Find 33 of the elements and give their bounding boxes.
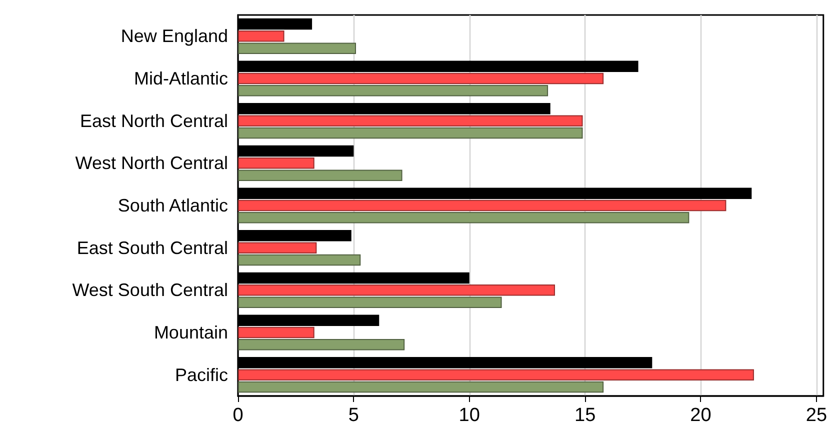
- bar: [238, 284, 555, 296]
- bar: [238, 30, 284, 42]
- y-tick-label: West South Central: [72, 280, 228, 300]
- y-tick-label: Mid-Atlantic: [134, 68, 228, 88]
- y-tick-label: East South Central: [76, 238, 228, 258]
- y-tick-label: West North Central: [75, 153, 228, 174]
- bar: [238, 242, 317, 254]
- bar: [238, 170, 402, 181]
- bar: [238, 72, 604, 84]
- bar: [238, 369, 754, 380]
- x-tick-label: 0: [232, 405, 244, 426]
- bar: [238, 381, 604, 393]
- y-tick-label: Mountain: [154, 322, 228, 342]
- y-tick-label: East North Central: [80, 110, 228, 131]
- bar: [238, 212, 690, 224]
- bar: [238, 127, 583, 139]
- bar: [238, 85, 548, 96]
- x-tick-label: 10: [458, 405, 480, 426]
- x-tick-label: 20: [690, 405, 712, 426]
- bar: [238, 200, 726, 212]
- y-tick-label: South Atlantic: [118, 196, 228, 216]
- x-tick-label: 5: [348, 405, 359, 426]
- y-tick-label: Pacific: [174, 364, 228, 385]
- bar: [238, 115, 583, 126]
- bar: [238, 254, 361, 266]
- bar: [238, 326, 314, 338]
- x-tick-label: 25: [806, 405, 828, 426]
- bar: [238, 339, 405, 350]
- y-tick-label: New England: [120, 26, 228, 46]
- bar: [238, 42, 356, 54]
- bar: [238, 158, 314, 169]
- x-tick-label: 15: [574, 405, 596, 426]
- bar: [238, 296, 502, 308]
